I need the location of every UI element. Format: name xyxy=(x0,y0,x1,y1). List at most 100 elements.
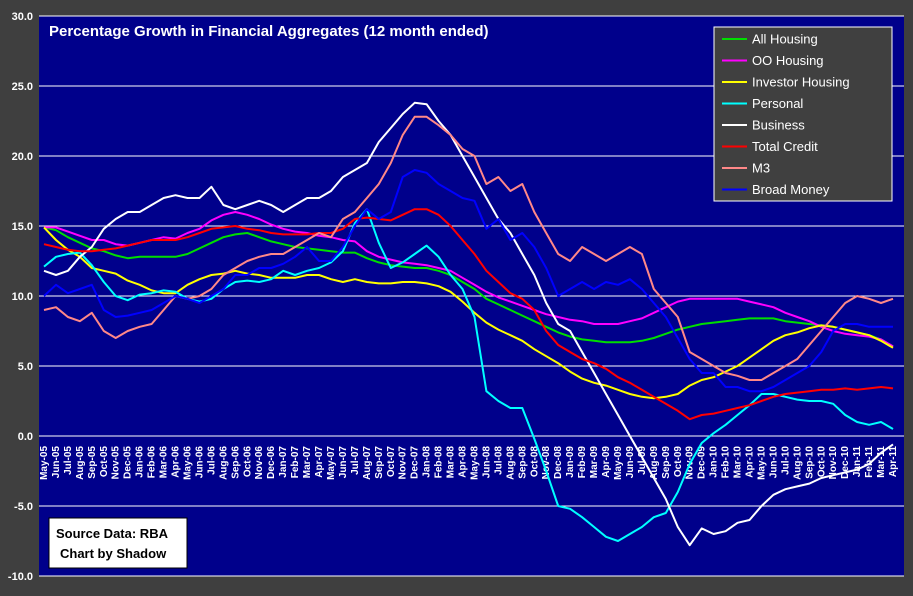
series-line-business xyxy=(43,101,894,547)
legend-box xyxy=(713,26,893,202)
x-tick-label: Oct-05 xyxy=(99,446,110,478)
chart-title: Percentage Growth in Financial Aggregate… xyxy=(49,23,489,40)
x-tick-label: Sep-08 xyxy=(517,446,528,479)
x-axis-ticks: May-05 Jun-05 Jul-05 Aug-05 Sep-05 Oct-05 Nov-… xyxy=(39,446,899,480)
source-box: Source Data: RBA Chart by Shadow xyxy=(48,517,188,569)
legend-label: Total Credit xyxy=(752,139,818,154)
x-tick-label: Sep-06 xyxy=(230,446,241,479)
series-line-all-housing xyxy=(43,226,894,348)
source-box-bg xyxy=(48,517,188,569)
series-lines xyxy=(43,101,894,547)
x-tick-label: Apr-11 xyxy=(888,446,899,478)
x-tick-label: Jan-07 xyxy=(278,446,289,478)
y-tick-label: 30.0 xyxy=(12,11,33,23)
x-tick-label: Apr-09 xyxy=(601,446,612,478)
x-tick-label: May-10 xyxy=(756,446,767,480)
x-tick-label: Jan-06 xyxy=(135,446,146,478)
y-axis-ticks: 30.0 25.0 20.0 15.0 10.0 5.0 0.0 -5.0 -10.0 xyxy=(8,11,33,583)
x-tick-label: Jun-08 xyxy=(481,446,492,479)
gridlines xyxy=(39,15,904,577)
x-tick-label: Jun-05 xyxy=(51,446,62,479)
x-tick-label: Aug-05 xyxy=(75,446,86,480)
x-tick-label: Oct-09 xyxy=(673,446,684,478)
x-tick-label: Dec-10 xyxy=(840,446,851,479)
x-tick-label: Sep-10 xyxy=(804,446,815,479)
y-tick-label: 20.0 xyxy=(12,151,33,163)
x-tick-label: Aug-06 xyxy=(218,446,229,480)
x-tick-label: Oct-07 xyxy=(386,446,397,478)
y-tick-label: 10.0 xyxy=(12,291,33,303)
y-tick-label: 0.0 xyxy=(18,431,33,443)
x-tick-label: Jun-09 xyxy=(625,446,636,479)
series-line-broad-money xyxy=(43,169,893,393)
x-tick-label: May-09 xyxy=(613,446,624,480)
x-tick-label: Mar-06 xyxy=(159,446,170,479)
x-tick-label: Oct-06 xyxy=(242,446,253,478)
legend: All Housing OO Housing Investor Housing Per… xyxy=(713,26,893,202)
x-tick-label: Feb-06 xyxy=(147,446,158,479)
x-tick-label: Dec-09 xyxy=(697,446,708,479)
x-tick-label: May-05 xyxy=(39,446,50,480)
y-tick-label: 15.0 xyxy=(12,221,33,233)
x-tick-label: Feb-11 xyxy=(864,446,875,478)
legend-label: Investor Housing xyxy=(752,75,850,90)
x-tick-label: Mar-10 xyxy=(733,446,744,479)
x-tick-label: Sep-09 xyxy=(661,446,672,479)
x-tick-label: May-08 xyxy=(469,446,480,480)
series-line-investor-housing xyxy=(43,226,894,400)
x-tick-label: Jun-06 xyxy=(194,446,205,479)
x-tick-label: Nov-10 xyxy=(828,446,839,480)
x-tick-label: Apr-06 xyxy=(171,446,182,478)
x-tick-label: Nov-05 xyxy=(111,446,122,480)
x-tick-label: Feb-08 xyxy=(434,446,445,479)
legend-label: All Housing xyxy=(752,32,818,47)
x-tick-label: Dec-06 xyxy=(266,446,277,479)
x-tick-label: Dec-05 xyxy=(123,446,134,479)
x-tick-label: Oct-08 xyxy=(529,446,540,478)
x-tick-label: Mar-07 xyxy=(302,446,313,479)
x-tick-label: Sep-07 xyxy=(374,446,385,479)
x-tick-label: Jan-10 xyxy=(709,446,720,478)
legend-label: OO Housing xyxy=(752,53,824,68)
x-tick-label: Dec-08 xyxy=(553,446,564,479)
legend-label: M3 xyxy=(752,161,770,176)
legend-items: All Housing OO Housing Investor Housing Per… xyxy=(722,32,850,197)
x-tick-label: Jul-06 xyxy=(206,446,217,475)
x-tick-label: Aug-08 xyxy=(505,446,516,480)
x-tick-label: Jul-10 xyxy=(780,446,791,475)
series-line-oo-housing xyxy=(44,211,894,348)
y-tick-label: 5.0 xyxy=(18,361,33,373)
series-line-total-credit xyxy=(43,208,894,421)
x-tick-label: Feb-10 xyxy=(721,446,732,479)
x-tick-label: Jun-07 xyxy=(338,446,349,479)
x-tick-label: Apr-08 xyxy=(458,446,469,478)
x-tick-label: Aug-10 xyxy=(792,446,803,480)
x-tick-label: Nov-06 xyxy=(254,446,265,480)
x-tick-label: Mar-08 xyxy=(446,446,457,479)
x-tick-label: Jul-09 xyxy=(637,446,648,475)
x-tick-label: Jan-11 xyxy=(852,446,863,478)
x-tick-label: Apr-10 xyxy=(745,446,756,478)
x-tick-label: Feb-09 xyxy=(577,446,588,479)
y-tick-label: -5.0 xyxy=(14,501,33,513)
x-tick-label: Oct-10 xyxy=(816,446,827,478)
x-tick-label: Jul-07 xyxy=(350,446,361,475)
x-tick-label: Mar-11 xyxy=(876,446,887,478)
x-tick-label: May-07 xyxy=(326,446,337,480)
x-tick-label: May-06 xyxy=(182,446,193,480)
x-tick-label: Aug-09 xyxy=(649,446,660,480)
y-tick-label: 25.0 xyxy=(12,81,33,93)
x-tick-label: Jul-05 xyxy=(63,446,74,475)
legend-label: Business xyxy=(752,118,805,133)
source-line-2: Chart by Shadow xyxy=(60,546,167,561)
x-tick-label: Jul-08 xyxy=(493,446,504,475)
x-tick-label: Sep-05 xyxy=(87,446,98,479)
legend-label: Personal xyxy=(752,96,803,111)
x-tick-label: Nov-07 xyxy=(398,446,409,480)
y-tick-label: -10.0 xyxy=(8,571,33,583)
x-tick-label: Jun-10 xyxy=(768,446,779,479)
source-line-1: Source Data: RBA xyxy=(56,526,169,541)
x-tick-label: Aug-07 xyxy=(362,446,373,480)
